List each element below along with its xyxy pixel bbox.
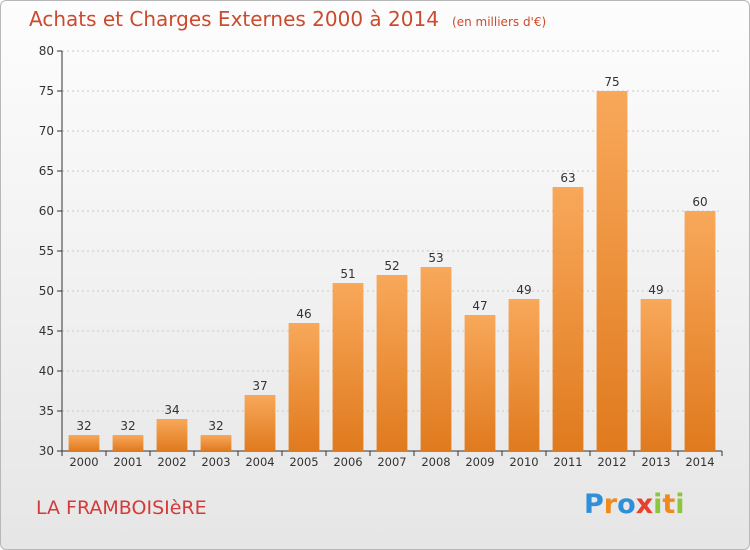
y-tick-label: 30 <box>39 444 54 458</box>
y-tick-label: 75 <box>39 84 54 98</box>
data-label: 47 <box>472 299 487 313</box>
data-label: 53 <box>428 251 443 265</box>
x-tick-label: 2008 <box>421 455 450 469</box>
bar <box>68 435 100 451</box>
bar <box>156 419 188 451</box>
data-label: 32 <box>76 419 91 433</box>
data-label: 37 <box>252 379 267 393</box>
logo-letter: o <box>617 489 636 520</box>
data-label: 34 <box>164 403 179 417</box>
y-tick-labels: 30 35 40 45 50 55 60 65 70 75 80 <box>39 44 54 458</box>
data-label: 60 <box>692 195 707 209</box>
x-tick-label: 2000 <box>69 455 98 469</box>
x-tick-label: 2012 <box>597 455 626 469</box>
data-label: 52 <box>384 259 399 273</box>
x-tick-labels: 2000 2001 2002 2003 2004 2005 2006 2007 2008 2009… <box>69 455 714 469</box>
data-label: 49 <box>516 283 531 297</box>
data-label: 63 <box>560 171 575 185</box>
commune-name: LA FRAMBOISIèRE <box>36 497 207 519</box>
x-tick-label: 2001 <box>113 455 142 469</box>
y-tick-label: 55 <box>39 244 54 258</box>
chart-title-main: Achats et Charges Externes 2000 à 2014 <box>29 7 439 31</box>
x-tick-label: 2009 <box>465 455 494 469</box>
logo-letter: t <box>662 489 676 520</box>
chart-title: Achats et Charges Externes 2000 à 2014 (… <box>29 7 546 31</box>
logo-letter: P <box>584 489 604 520</box>
y-tick-label: 35 <box>39 404 54 418</box>
logo-letter: i <box>653 489 663 520</box>
logo-letter: i <box>675 489 685 520</box>
data-label: 32 <box>208 419 223 433</box>
x-tick-label: 2005 <box>289 455 318 469</box>
chart-title-unit: (en milliers d'€) <box>452 15 547 29</box>
y-tick-label: 70 <box>39 124 54 138</box>
x-tick-label: 2013 <box>641 455 670 469</box>
data-label: 46 <box>296 307 311 321</box>
x-tick-label: 2004 <box>245 455 274 469</box>
x-tick-label: 2010 <box>509 455 538 469</box>
logo-letter: r <box>603 489 618 520</box>
bar <box>376 275 408 451</box>
x-tick-label: 2006 <box>333 455 362 469</box>
bar <box>684 211 716 451</box>
x-tick-label: 2007 <box>377 455 406 469</box>
bar <box>112 435 144 451</box>
bar <box>508 299 540 451</box>
data-label: 75 <box>604 75 619 89</box>
y-tick-label: 45 <box>39 324 54 338</box>
x-tick-label: 2003 <box>201 455 230 469</box>
bar <box>640 299 672 451</box>
data-label: 32 <box>120 419 135 433</box>
y-tick-label: 65 <box>39 164 54 178</box>
bar <box>332 283 364 451</box>
bar <box>552 187 584 451</box>
data-label: 49 <box>648 283 663 297</box>
bar <box>288 323 320 451</box>
bar <box>464 315 496 451</box>
x-tick-label: 2011 <box>553 455 582 469</box>
data-labels: 32 32 34 32 37 46 51 52 53 47 49 63 75 49 60 <box>76 75 707 433</box>
data-label: 51 <box>340 267 355 281</box>
bar <box>200 435 232 451</box>
proxiti-logo: Proxiti <box>584 489 685 520</box>
y-tick-label: 50 <box>39 284 54 298</box>
logo-letter: x <box>635 489 654 520</box>
x-tick-label: 2014 <box>685 455 714 469</box>
y-tick-label: 80 <box>39 44 54 58</box>
bar <box>420 267 452 451</box>
bar <box>244 395 276 451</box>
bar <box>596 91 628 451</box>
bars <box>68 91 716 451</box>
y-tick-label: 40 <box>39 364 54 378</box>
x-tick-label: 2002 <box>157 455 186 469</box>
y-tick-label: 60 <box>39 204 54 218</box>
